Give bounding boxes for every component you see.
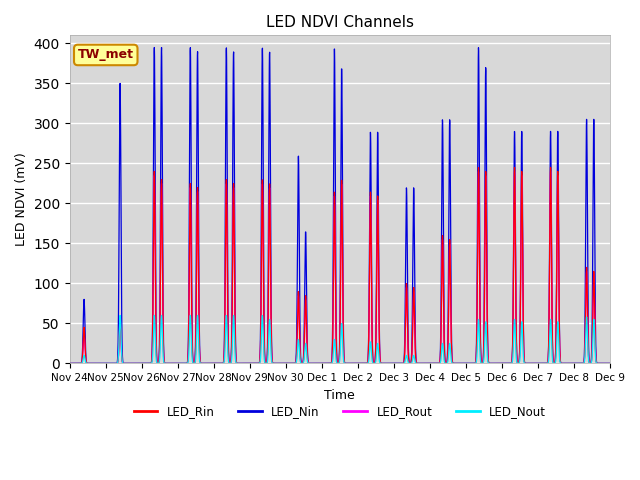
LED_Nin	[297, 353, 305, 359]
LED_Nout	[538, 360, 545, 366]
LED_Nin	[99, 360, 106, 366]
LED_Rout	[596, 360, 604, 366]
LED_Rout	[66, 360, 74, 366]
LED_Nout	[116, 312, 124, 318]
LED_Rout	[99, 360, 106, 366]
LED_Nin	[66, 360, 74, 366]
LED_Nout	[596, 360, 604, 366]
LED_Nin	[606, 360, 614, 366]
LED_Nin	[273, 360, 281, 366]
LED_Rin	[160, 348, 168, 354]
LED_Rin	[296, 356, 304, 362]
X-axis label: Time: Time	[324, 389, 355, 402]
Line: LED_Nin: LED_Nin	[70, 48, 610, 363]
LED_Rout	[547, 168, 554, 174]
LED_Rin	[606, 360, 614, 366]
LED_Rout	[127, 360, 135, 366]
LED_Nout	[273, 360, 281, 366]
Line: LED_Rout: LED_Rout	[70, 171, 610, 363]
LED_Rout	[538, 360, 545, 366]
LED_Rin	[127, 360, 135, 366]
LED_Nin	[127, 360, 135, 366]
Line: LED_Nout: LED_Nout	[70, 315, 610, 363]
Text: TW_met: TW_met	[77, 48, 134, 61]
LED_Nout	[606, 360, 614, 366]
Y-axis label: LED NDVI (mV): LED NDVI (mV)	[15, 153, 28, 246]
LED_Rout	[296, 357, 304, 362]
LED_Rin	[538, 360, 545, 366]
LED_Nout	[297, 360, 305, 365]
LED_Rout	[273, 360, 281, 366]
Line: LED_Rin: LED_Rin	[70, 168, 610, 363]
LED_Rout	[160, 348, 168, 354]
LED_Rin	[99, 360, 106, 366]
LED_Nout	[160, 359, 168, 364]
LED_Nout	[66, 360, 74, 366]
LED_Rout	[606, 360, 614, 366]
LED_Nout	[99, 360, 106, 366]
LED_Nin	[160, 348, 168, 354]
LED_Nin	[150, 45, 158, 50]
LED_Nin	[538, 360, 545, 366]
LED_Rin	[596, 360, 604, 366]
Title: LED NDVI Channels: LED NDVI Channels	[266, 15, 414, 30]
Legend: LED_Rin, LED_Nin, LED_Rout, LED_Nout: LED_Rin, LED_Nin, LED_Rout, LED_Nout	[129, 401, 550, 423]
LED_Rin	[547, 165, 554, 170]
LED_Rin	[66, 360, 74, 366]
LED_Rin	[273, 360, 281, 366]
LED_Nin	[596, 360, 604, 366]
LED_Nout	[128, 360, 136, 366]
